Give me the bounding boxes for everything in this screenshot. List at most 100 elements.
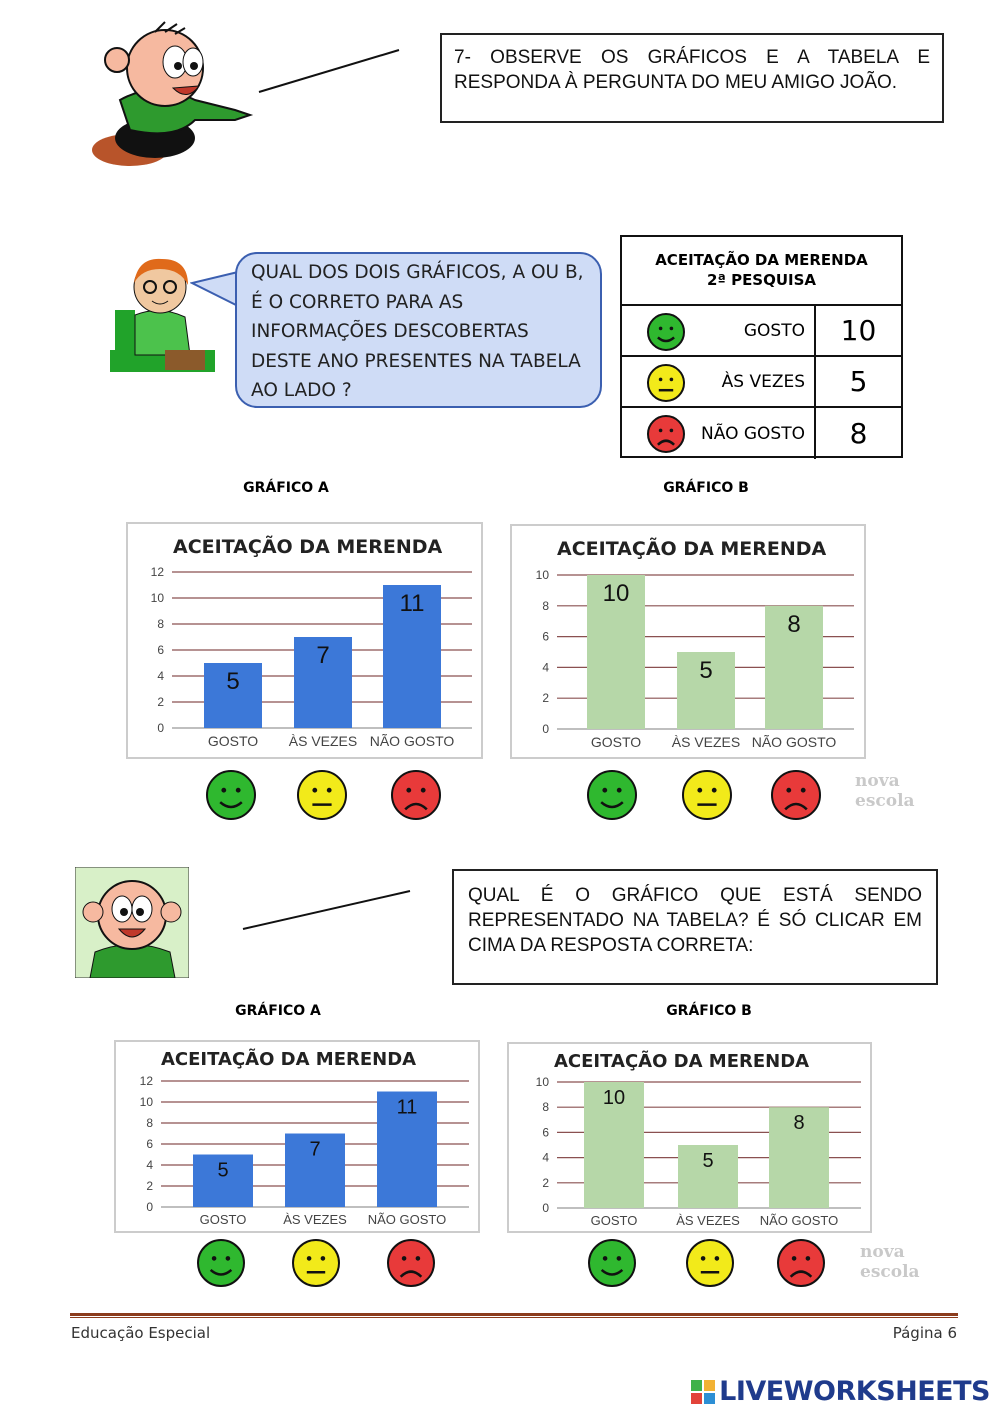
bar-não-gosto <box>765 605 823 729</box>
x-tick-label: ÀS VEZES <box>289 733 357 749</box>
y-tick-label: 12 <box>151 565 165 579</box>
row-value: 5 <box>849 365 868 398</box>
neutral-face-icon <box>686 1239 734 1287</box>
watermark-line: nova <box>855 771 900 791</box>
y-tick-label: 8 <box>146 1116 153 1130</box>
x-tick-label: GOSTO <box>200 1212 247 1227</box>
logo-text: LIVEWORKSHEETS <box>719 1376 990 1407</box>
y-tick-label: 4 <box>157 669 164 683</box>
x-tick-label: NÃO GOSTO <box>752 734 837 750</box>
data-label: 7 <box>309 1139 320 1161</box>
chart-title: ACEITAÇÃO DA MERENDA <box>173 534 443 558</box>
bar-gosto <box>584 1082 644 1208</box>
footer-left: Educação Especial <box>71 1324 211 1342</box>
neutral-face-icon <box>292 1239 340 1287</box>
liveworksheets-logo-icon <box>691 1379 716 1404</box>
happy-face-icon <box>197 1239 245 1287</box>
question-box: QUAL É O GRÁFICO QUE ESTÁ SENDO REPRESEN… <box>452 869 938 985</box>
y-tick-label: 2 <box>157 695 164 709</box>
y-tick-label: 6 <box>146 1137 153 1151</box>
cartoon-boy-waving <box>75 867 189 978</box>
table-title: ACEITAÇÃO DA MERENDA <box>655 251 868 269</box>
y-tick-label: 6 <box>157 643 164 657</box>
data-label: 5 <box>226 668 239 695</box>
chart-b: ACEITAÇÃO DA MERENDA 0 2 4 6 8 10 10 GOSTO 5 ÀS VE… <box>510 524 866 759</box>
instruction-box: 7- OBSERVE OS GRÁFICOS E A TABELA E RESP… <box>440 33 944 123</box>
y-tick-label: 10 <box>140 1095 154 1109</box>
nova-escola-watermark: nova escola <box>855 771 915 811</box>
nova-escola-watermark: nova escola <box>860 1242 920 1282</box>
happy-face-icon <box>587 770 637 820</box>
neutral-face-icon <box>682 770 732 820</box>
data-label: 7 <box>316 642 329 669</box>
chart-title: ACEITAÇÃO DA MERENDA <box>554 1049 809 1072</box>
bar-às-vezes <box>294 637 352 728</box>
chart-b-answer[interactable]: ACEITAÇÃO DA MERENDA 0 2 4 6 8 10 10 GOSTO 5 ÀS VE… <box>507 1042 872 1233</box>
footer-page-number: Página 6 <box>892 1324 957 1342</box>
x-tick-label: GOSTO <box>208 733 258 749</box>
liveworksheets-logo: LIVEWORKSHEETS <box>691 1376 990 1407</box>
y-tick-label: 4 <box>542 660 549 674</box>
y-tick-label: 4 <box>146 1158 153 1172</box>
watermark-line: nova <box>860 1242 905 1262</box>
x-tick-label: NÃO GOSTO <box>368 1212 447 1227</box>
pointer-line <box>242 890 411 930</box>
sad-face-icon <box>387 1239 435 1287</box>
x-tick-label: GOSTO <box>591 1213 638 1228</box>
chart-title: ACEITAÇÃO DA MERENDA <box>161 1047 416 1070</box>
neutral-face-icon <box>647 364 685 402</box>
chart-title: ACEITAÇÃO DA MERENDA <box>557 536 827 560</box>
cartoon-boy-pointing <box>92 21 254 166</box>
cartoon-girl-thinking <box>110 258 215 372</box>
row-label: ÀS VEZES <box>721 371 805 392</box>
table-row: ÀS VEZES 5 <box>622 357 901 408</box>
y-tick-label: 10 <box>151 591 165 605</box>
table-row: NÃO GOSTO 8 <box>622 408 901 459</box>
sad-face-icon <box>391 770 441 820</box>
y-tick-label: 8 <box>542 599 549 613</box>
x-tick-label: ÀS VEZES <box>672 734 740 750</box>
neutral-face-icon <box>297 770 347 820</box>
footer-divider <box>70 1313 958 1318</box>
bar-gosto <box>193 1154 253 1207</box>
graph-b-label: GRÁFICO B <box>666 1003 752 1019</box>
chart-a-answer[interactable]: ACEITAÇÃO DA MERENDA 0 2 4 6 8 10 12 5 GOSTO 7 ÀS V… <box>114 1040 480 1233</box>
y-tick-label: 12 <box>140 1074 154 1088</box>
survey-table: ACEITAÇÃO DA MERENDA 2ª PESQUISA GOSTO 1… <box>620 235 903 459</box>
bar-não-gosto <box>377 1091 437 1207</box>
table-row: GOSTO 10 <box>622 306 901 357</box>
data-label: 5 <box>702 1150 713 1172</box>
bar-não-gosto <box>383 585 441 728</box>
y-tick-label: 0 <box>542 722 549 736</box>
y-tick-label: 6 <box>542 630 549 644</box>
y-tick-label: 0 <box>146 1200 153 1214</box>
table-header: ACEITAÇÃO DA MERENDA 2ª PESQUISA <box>622 237 901 306</box>
sad-face-icon <box>647 415 685 453</box>
x-tick-label: ÀS VEZES <box>676 1213 740 1228</box>
row-value: 8 <box>849 417 868 450</box>
y-tick-label: 8 <box>157 617 164 631</box>
y-tick-label: 4 <box>542 1151 549 1165</box>
x-tick-label: ÀS VEZES <box>283 1212 347 1227</box>
data-label: 8 <box>793 1112 804 1134</box>
row-label: GOSTO <box>743 320 805 341</box>
y-tick-label: 2 <box>542 691 549 705</box>
speech-bubble: QUAL DOS DOIS GRÁFICOS, A OU B, É O CORR… <box>235 252 602 408</box>
y-tick-label: 6 <box>542 1125 549 1139</box>
y-tick-label: 8 <box>542 1100 549 1114</box>
happy-face-icon <box>588 1239 636 1287</box>
x-tick-label: NÃO GOSTO <box>760 1213 839 1228</box>
bar-não-gosto <box>769 1107 829 1208</box>
graph-b-label: GRÁFICO B <box>663 480 749 496</box>
data-label: 5 <box>699 657 712 684</box>
bar-gosto <box>587 575 645 729</box>
graph-a-label: GRÁFICO A <box>235 1003 321 1019</box>
data-label: 8 <box>787 611 800 638</box>
happy-face-icon <box>206 770 256 820</box>
sad-face-icon <box>771 770 821 820</box>
graph-a-label: GRÁFICO A <box>243 480 329 496</box>
bar-gosto <box>204 663 262 728</box>
data-label: 10 <box>603 1087 625 1109</box>
speech-bubble-text: QUAL DOS DOIS GRÁFICOS, A OU B, É O CORR… <box>251 262 584 401</box>
y-tick-label: 10 <box>536 1075 550 1089</box>
